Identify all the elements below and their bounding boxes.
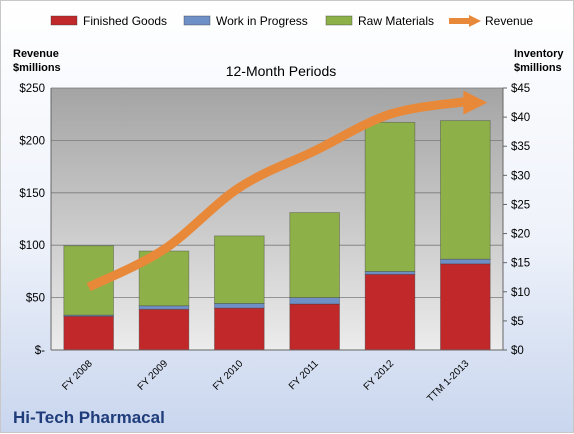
- legend-label: Raw Materials: [358, 14, 434, 28]
- left-axis-title-line1: Revenue: [13, 48, 59, 60]
- right-axis-title-line2: $millions: [514, 62, 562, 74]
- left-tick-label: $50: [26, 293, 45, 305]
- legend: Finished Goods Work in Progress Raw Materi…: [50, 14, 533, 28]
- bar-raw-materials: [289, 212, 340, 298]
- left-axis-title-line2: $millions: [13, 62, 61, 74]
- bar-raw-materials: [440, 120, 491, 260]
- x-tick-label: FY 2009: [136, 358, 171, 393]
- right-tick-label: $5: [511, 316, 524, 328]
- company-name: Hi-Tech Pharmacal: [13, 408, 165, 427]
- legend-label: Work in Progress: [216, 14, 308, 28]
- right-tick-label: $0: [511, 345, 524, 357]
- right-tick-label: $15: [511, 258, 530, 270]
- x-tick-label: FY 2010: [211, 358, 246, 393]
- x-tick-label: FY 2008: [60, 358, 95, 393]
- chart-subtitle: 12-Month Periods: [226, 63, 337, 79]
- bar-finished-goods: [364, 273, 416, 351]
- bar-work-in-progress: [364, 270, 416, 275]
- x-tick-label: FY 2012: [362, 358, 397, 393]
- bar-work-in-progress: [440, 258, 491, 265]
- line-layer: [86, 90, 488, 292]
- bar-finished-goods: [440, 263, 491, 351]
- x-tick-label: TTM 1-2013: [425, 358, 472, 405]
- legend-arrow-icon: [469, 15, 481, 27]
- plot-area: [51, 88, 503, 350]
- left-tick-label: $-: [35, 345, 45, 357]
- legend-swatch: [325, 15, 353, 26]
- revenue-arrowhead: [463, 90, 488, 115]
- right-tick-label: $20: [511, 229, 530, 241]
- right-tick-label: $30: [511, 170, 530, 182]
- legend-swatch: [183, 15, 211, 26]
- right-tick-label: $25: [511, 199, 530, 211]
- bar-work-in-progress: [289, 297, 340, 305]
- bar-raw-materials: [214, 235, 265, 304]
- right-axis-title-line1: Inventory: [514, 48, 564, 60]
- legend-label: Revenue: [485, 14, 533, 28]
- right-tick-label: $10: [511, 287, 530, 299]
- bar-finished-goods: [63, 315, 114, 351]
- left-tick-label: $200: [19, 135, 45, 147]
- bar-finished-goods: [138, 308, 190, 351]
- legend-swatch: [50, 15, 78, 26]
- bar-work-in-progress: [214, 303, 265, 309]
- bar-finished-goods: [289, 303, 340, 351]
- right-tick-label: $45: [511, 83, 530, 95]
- bar-finished-goods: [214, 307, 265, 351]
- left-tick-label: $150: [19, 188, 45, 200]
- right-tick-label: $35: [511, 141, 530, 153]
- bars-layer: [63, 120, 491, 351]
- right-tick-label: $40: [511, 112, 530, 124]
- x-tick-label: FY 2011: [287, 358, 321, 392]
- legend-label: Finished Goods: [83, 14, 167, 28]
- left-tick-label: $250: [19, 83, 45, 95]
- left-tick-label: $100: [19, 240, 45, 252]
- revenue-line: [86, 97, 467, 292]
- bar-raw-materials: [364, 121, 416, 272]
- bar-work-in-progress: [138, 305, 190, 310]
